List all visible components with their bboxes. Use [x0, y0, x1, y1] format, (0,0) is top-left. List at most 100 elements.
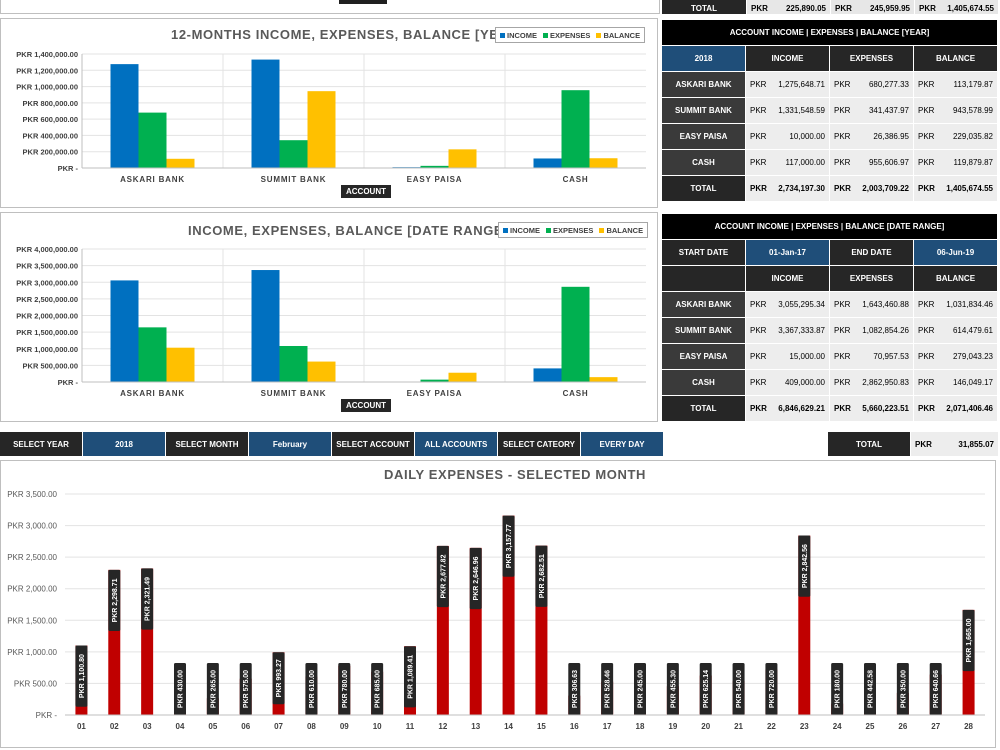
- data-label: PKR 540.00: [736, 670, 743, 708]
- data-label-box: [831, 663, 844, 715]
- x-tick-label: 17: [603, 722, 612, 731]
- data-label: PKR 245.00: [638, 670, 645, 708]
- row-label: EASY PAISA: [662, 124, 746, 150]
- range-table-header-expenses: EXPENSES: [830, 266, 914, 292]
- start-date-label: START DATE: [662, 240, 746, 266]
- data-label: PKR 2,646.96: [473, 556, 480, 600]
- bar-expenses: [561, 90, 590, 168]
- legend-income-swatch: [503, 227, 508, 233]
- total-label: TOTAL: [662, 396, 746, 422]
- x-tick-label: 18: [636, 722, 645, 731]
- previous-axis-badge: [339, 0, 387, 4]
- data-label: PKR 3,157.77: [506, 524, 513, 568]
- data-label: PKR 442.58: [868, 670, 875, 708]
- bar-expenses: [561, 286, 590, 382]
- y-tick-label: PKR 4,000,000.00: [16, 245, 78, 254]
- data-label-box: [896, 663, 909, 715]
- data-label-box: [666, 663, 679, 715]
- legend-income: INCOME: [510, 225, 540, 235]
- data-label-box: [239, 663, 252, 715]
- bar-expenses: [420, 379, 449, 382]
- category-selector[interactable]: EVERY DAY: [581, 432, 663, 456]
- top-total-row: TOTAL PKR 225,890.05 PKR 245,959.95 PKR 1,4…: [662, 0, 998, 14]
- y-tick-label: PKR 1,400,000.00: [16, 50, 78, 59]
- y-tick-label: PKR 3,000,000.00: [16, 278, 78, 287]
- x-tick-label: 06: [241, 722, 250, 731]
- x-tick-label: 14: [504, 722, 513, 731]
- total-cell: PKR 5,660,223.51: [830, 396, 914, 422]
- select-account-label: SELECT ACCOUNT: [332, 432, 414, 456]
- data-label: PKR 1,089.41: [408, 655, 415, 699]
- table-row: SUMMIT BANK PKR 3,367,333.87 PKR 1,082,854…: [662, 318, 998, 344]
- table-cell: PKR 614,479.61: [914, 318, 998, 344]
- y-tick-label: PKR 2,500,000.00: [16, 295, 78, 304]
- legend-balance-swatch: [599, 227, 605, 233]
- x-tick-label: 22: [767, 722, 776, 731]
- table-cell: PKR 341,437.97: [830, 98, 914, 124]
- year-chart-xaxis-label: ACCOUNT: [341, 185, 391, 198]
- bar-balance: [307, 91, 336, 168]
- row-label: ASKARI BANK: [662, 292, 746, 318]
- table-cell: PKR 3,055,295.34: [746, 292, 830, 318]
- data-label: PKR 993.27: [276, 659, 283, 697]
- bar-expenses: [138, 112, 167, 168]
- data-label: PKR 265.00: [210, 670, 217, 708]
- range-chart-xaxis-label: ACCOUNT: [341, 399, 391, 412]
- row-label: ASKARI BANK: [662, 72, 746, 98]
- data-label-box: [141, 568, 154, 630]
- x-tick-label: 12: [438, 722, 447, 731]
- y-tick-label: PKR 2,000.00: [7, 585, 57, 594]
- x-tick-label: 19: [668, 722, 677, 731]
- y-tick-label: PKR 2,000,000.00: [16, 312, 78, 321]
- y-tick-label: PKR 1,500.00: [7, 616, 57, 625]
- y-tick-label: PKR 1,000.00: [7, 648, 57, 657]
- legend-expenses-swatch: [543, 32, 548, 38]
- data-label: PKR 1,100.80: [79, 654, 86, 698]
- table-cell: PKR 113,179.87: [914, 72, 998, 98]
- data-label-box: [371, 663, 384, 715]
- x-tick-label: 15: [537, 722, 546, 731]
- data-label-box: [962, 609, 975, 672]
- x-tick-label: 04: [176, 722, 185, 731]
- month-total-value: PKR 31,855.07: [911, 432, 998, 456]
- y-tick-label: PKR 1,000,000.00: [16, 345, 78, 354]
- x-tick-label: 16: [570, 722, 579, 731]
- total-cell: PKR 2,003,709.22: [830, 176, 914, 202]
- year-chart-title: 12-MONTHS INCOME, EXPENSES, BALANCE [YEA…: [171, 27, 524, 42]
- range-chart-legend: INCOME EXPENSES BALANCE: [498, 222, 649, 238]
- range-table-header-balance: BALANCE: [914, 266, 998, 292]
- bar-income: [533, 158, 562, 168]
- row-label: EASY PAISA: [662, 344, 746, 370]
- y-tick-label: PKR -: [58, 164, 79, 173]
- year-chart-panel: 12-MONTHS INCOME, EXPENSES, BALANCE [YEA…: [0, 18, 658, 208]
- data-label: PKR 2,842.56: [802, 544, 809, 588]
- data-label: PKR 180.00: [835, 670, 842, 708]
- range-table-header-income: INCOME: [746, 266, 830, 292]
- data-label: PKR 1,665.00: [966, 618, 973, 662]
- end-date-value[interactable]: 06-Jun-19: [914, 240, 998, 266]
- month-selector[interactable]: February: [249, 432, 331, 456]
- legend-income: INCOME: [507, 30, 537, 40]
- data-label-box: [699, 663, 712, 715]
- x-tick-label: 05: [208, 722, 217, 731]
- month-total-label: TOTAL: [828, 432, 910, 456]
- previous-panel-edge: [0, 0, 660, 14]
- table-row: CASH PKR 117,000.00 PKR 955,606.97 PKR 119,…: [662, 150, 998, 176]
- x-tick-label: 26: [898, 722, 907, 731]
- start-date-value[interactable]: 01-Jan-17: [746, 240, 830, 266]
- x-tick-label: 23: [800, 722, 809, 731]
- year-selector[interactable]: 2018: [83, 432, 165, 456]
- table-cell: PKR 1,082,854.26: [830, 318, 914, 344]
- data-label: PKR 350.00: [900, 670, 907, 708]
- data-label-box: [765, 663, 778, 715]
- bar-expenses: [279, 345, 308, 382]
- top-total-income: PKR 225,890.05: [746, 0, 830, 14]
- year-table-header-expenses: EXPENSES: [830, 46, 914, 72]
- x-tick-label: 25: [866, 722, 875, 731]
- x-tick-label: 11: [406, 722, 415, 731]
- y-tick-label: PKR 1,500,000.00: [16, 328, 78, 337]
- account-selector[interactable]: ALL ACCOUNTS: [415, 432, 497, 456]
- data-label-box: [601, 663, 614, 715]
- top-total-expenses: PKR 245,959.95: [830, 0, 914, 14]
- x-tick-label: 09: [340, 722, 349, 731]
